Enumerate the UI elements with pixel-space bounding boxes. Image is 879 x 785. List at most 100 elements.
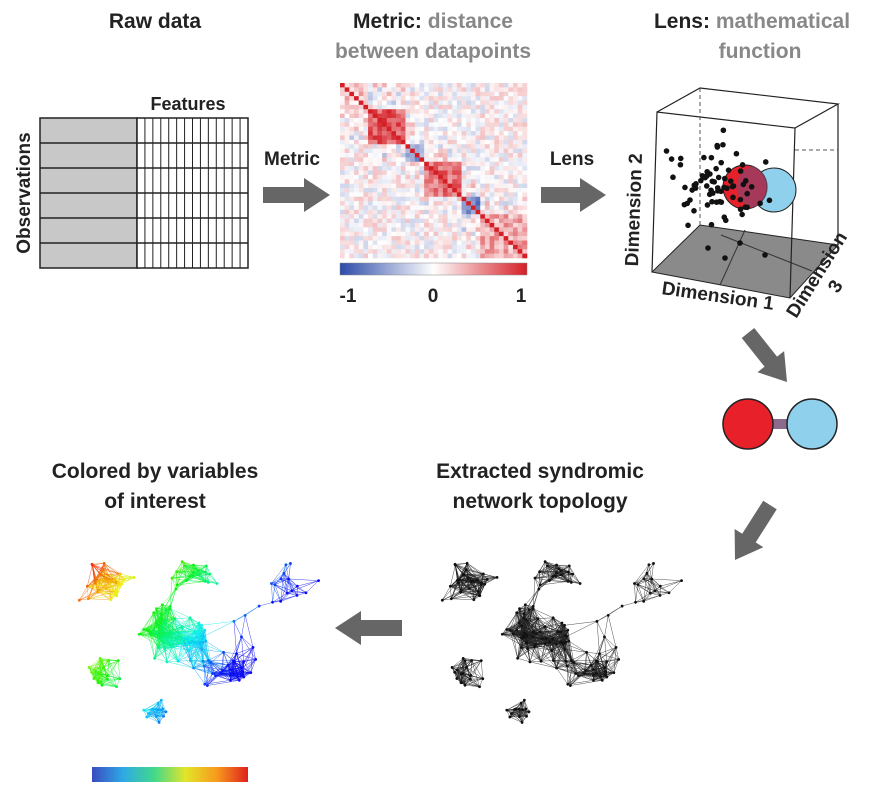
- cube-point: [726, 167, 732, 173]
- heatmap-cell: [438, 122, 443, 127]
- heatmap-cell: [429, 131, 434, 136]
- heatmap-cell: [415, 206, 420, 211]
- heatmap-cell: [490, 166, 495, 171]
- heatmap-cell: [401, 179, 406, 184]
- network-node: [505, 628, 508, 631]
- heatmap-cell: [434, 149, 439, 154]
- network-node: [560, 574, 563, 577]
- heatmap-cell: [405, 127, 410, 132]
- heatmap-cell: [499, 83, 504, 88]
- heatmap-cell: [494, 175, 499, 180]
- heatmap-cell: [443, 101, 448, 106]
- heatmap-cell: [419, 114, 424, 119]
- heatmap-cell: [443, 192, 448, 197]
- heatmap-cell: [354, 219, 359, 224]
- cube-point: [705, 245, 711, 251]
- heatmap-cell: [345, 210, 350, 215]
- heatmap-cell: [518, 96, 523, 101]
- network-node: [468, 587, 471, 590]
- heatmap-cell: [377, 162, 382, 167]
- cube-point: [704, 169, 710, 175]
- heatmap-cell: [471, 153, 476, 158]
- network-node: [526, 647, 529, 650]
- heatmap-cell: [508, 175, 513, 180]
- heatmap-cell: [443, 197, 448, 202]
- heatmap-cell: [359, 254, 364, 259]
- heatmap-cell: [476, 249, 481, 254]
- heatmap-cell: [466, 171, 471, 176]
- heatmap-cell: [345, 105, 350, 110]
- heatmap-cell: [508, 149, 513, 154]
- heatmap-cell: [387, 149, 392, 154]
- heatmap-cell: [382, 214, 387, 219]
- heatmap-cell: [349, 122, 354, 127]
- heatmap-cell: [518, 136, 523, 141]
- heatmap-cell: [387, 122, 392, 127]
- heatmap-cell: [480, 136, 485, 141]
- heatmap-cell: [457, 153, 462, 158]
- heatmap-cell: [396, 140, 401, 145]
- heatmap-cell: [373, 210, 378, 215]
- heatmap-cell: [499, 118, 504, 123]
- heatmap-cell: [387, 96, 392, 101]
- heatmap-cell: [513, 114, 518, 119]
- heatmap-cell: [434, 223, 439, 228]
- heatmap-cell: [513, 214, 518, 219]
- heatmap-cell: [424, 153, 429, 158]
- network-node: [501, 633, 504, 636]
- heatmap-cell: [382, 254, 387, 259]
- heatmap-cell: [504, 83, 509, 88]
- network-node: [552, 616, 555, 619]
- heatmap-cell: [485, 232, 490, 237]
- heatmap-cell: [345, 153, 350, 158]
- network-edge: [88, 599, 111, 600]
- heatmap-cell: [485, 249, 490, 254]
- heatmap-cell: [518, 131, 523, 136]
- heatmap-cell: [518, 114, 523, 119]
- heatmap-cell: [490, 171, 495, 176]
- heatmap-cell: [490, 175, 495, 180]
- heatmap-cell: [504, 122, 509, 127]
- heatmap-cell: [443, 227, 448, 232]
- heatmap-cell: [434, 153, 439, 158]
- network-node: [523, 612, 526, 615]
- heatmap-cell: [410, 157, 415, 162]
- heatmap-cell: [522, 210, 527, 215]
- heatmap-cell: [494, 197, 499, 202]
- cube-point: [687, 197, 693, 203]
- heatmap-cell: [457, 109, 462, 114]
- heatmap-cell: [359, 188, 364, 193]
- heatmap-cell: [513, 144, 518, 149]
- network-node: [559, 641, 562, 644]
- heatmap-cell: [499, 201, 504, 206]
- heatmap-cell: [443, 214, 448, 219]
- heatmap-cell: [405, 153, 410, 158]
- heatmap-cell: [340, 223, 345, 228]
- heatmap-cell: [359, 157, 364, 162]
- heatmap-cell: [494, 223, 499, 228]
- heatmap-cell: [354, 192, 359, 197]
- heatmap-cell: [438, 232, 443, 237]
- heatmap-cell: [452, 127, 457, 132]
- heatmap-cell: [396, 96, 401, 101]
- heatmap-cell: [345, 96, 350, 101]
- heatmap-cell: [410, 175, 415, 180]
- heatmap-cell: [462, 241, 467, 246]
- heatmap-cell: [340, 232, 345, 237]
- heatmap-cell: [349, 197, 354, 202]
- heatmap-cell: [405, 144, 410, 149]
- heatmap-cell: [480, 153, 485, 158]
- heatmap-cell: [401, 140, 406, 145]
- heatmap-cell: [518, 118, 523, 123]
- heatmap-cell: [363, 179, 368, 184]
- heatmap-cell: [349, 184, 354, 189]
- network-node: [456, 668, 459, 671]
- heatmap-cell: [382, 232, 387, 237]
- heatmap-cell: [429, 214, 434, 219]
- heatmap-cell: [513, 188, 518, 193]
- heatmap-cell: [462, 101, 467, 106]
- heatmap-cell: [480, 175, 485, 180]
- heatmap-cell: [359, 162, 364, 167]
- heatmap-cell: [368, 140, 373, 145]
- heatmap-cell: [382, 192, 387, 197]
